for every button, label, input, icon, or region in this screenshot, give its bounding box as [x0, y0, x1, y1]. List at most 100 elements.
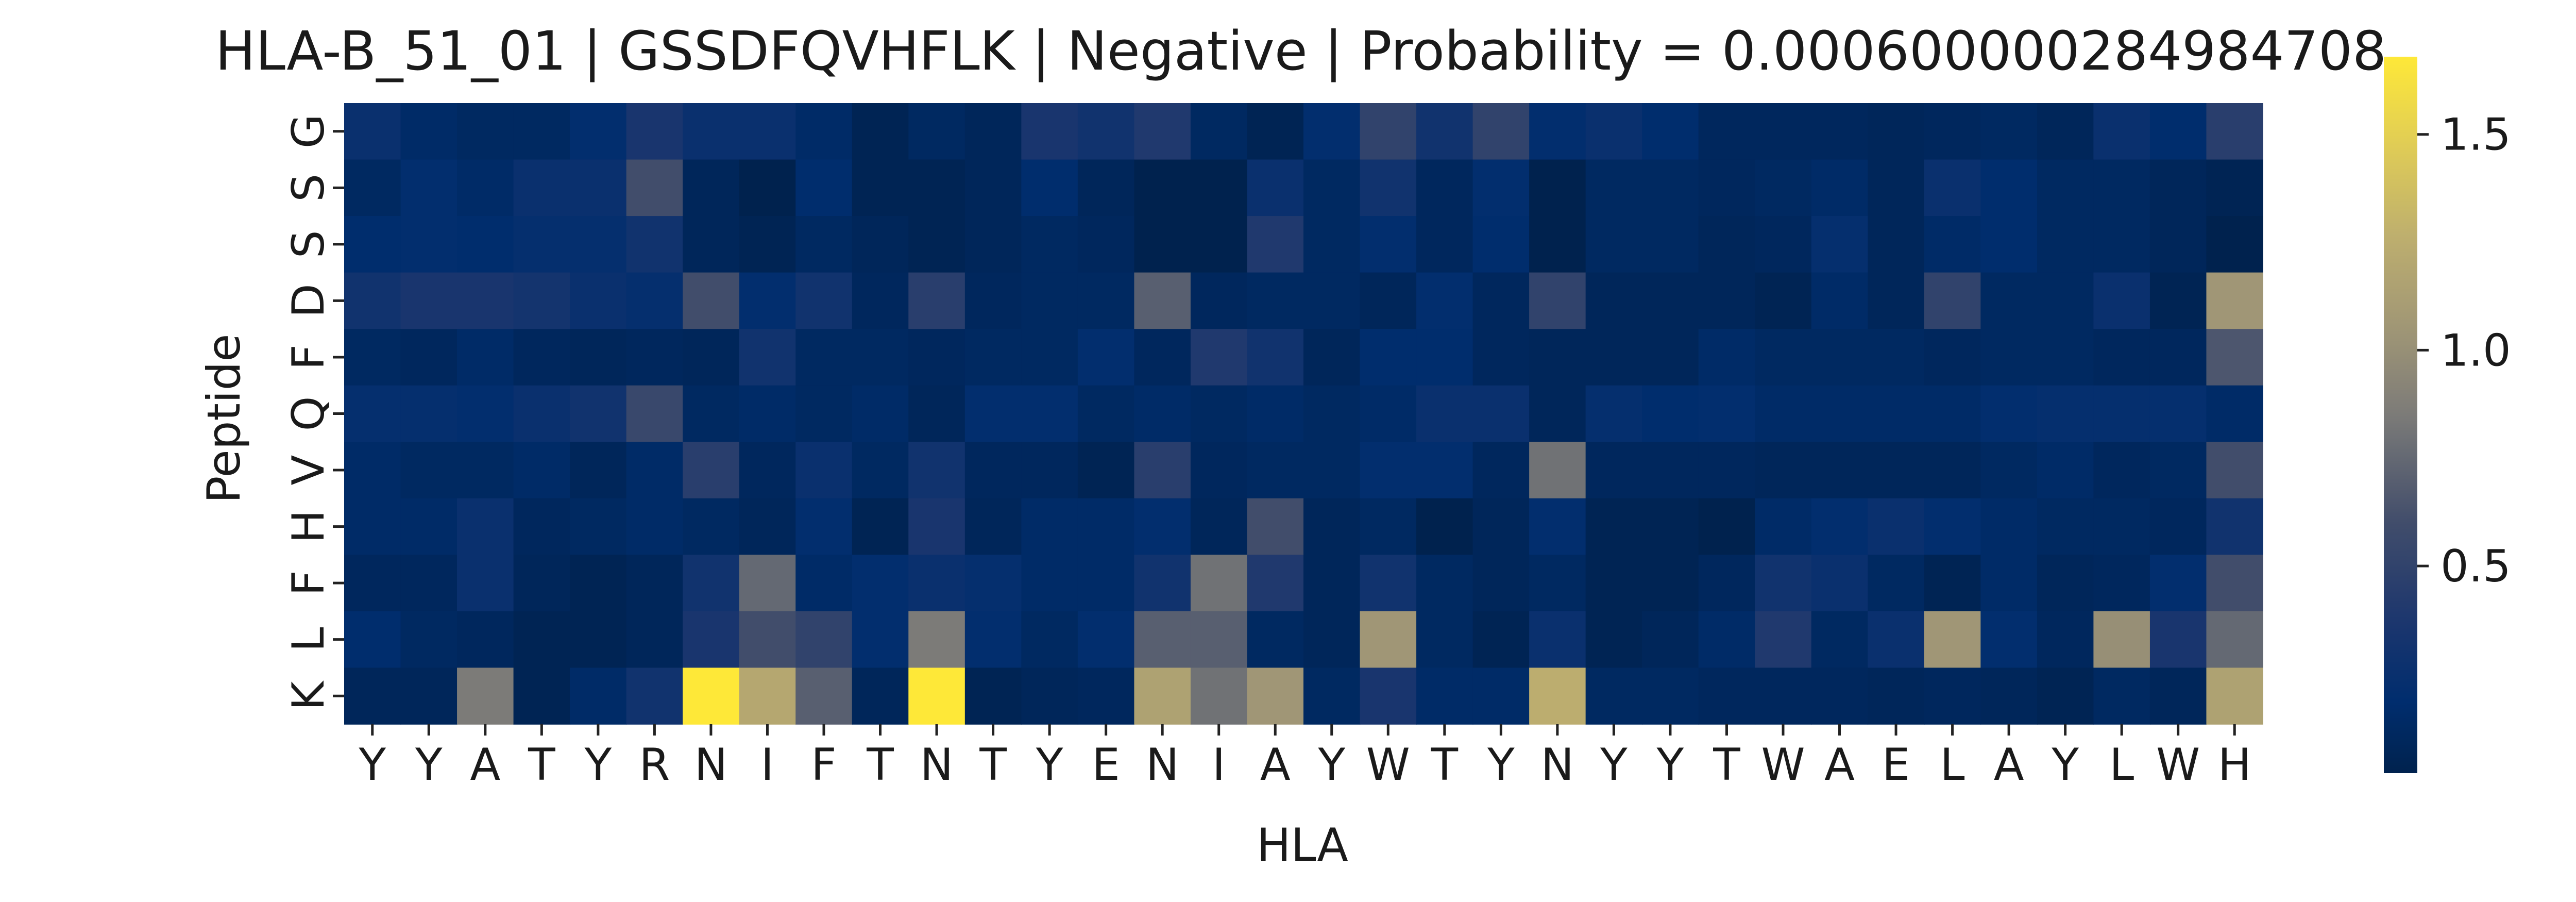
heatmap-cell [908, 611, 965, 669]
heatmap-cell [908, 555, 965, 612]
x-tick-label: I [1212, 739, 1225, 791]
heatmap-cell [2037, 555, 2094, 612]
heatmap-cell [1642, 329, 1699, 386]
heatmap-cell [739, 159, 796, 216]
heatmap-cell [1077, 329, 1135, 386]
heatmap-cell [1303, 159, 1361, 216]
heatmap-cell [2093, 103, 2150, 160]
heatmap-cell [1190, 498, 1248, 556]
heatmap-cell [795, 272, 853, 329]
heatmap-cell [1190, 159, 1248, 216]
heatmap-cell [795, 103, 853, 160]
heatmap-cell [570, 611, 627, 669]
heatmap-cell [513, 329, 570, 386]
heatmap-cell [964, 329, 1022, 386]
heatmap-cell [2206, 329, 2263, 386]
heatmap-cell [457, 329, 514, 386]
heatmap-cell [1021, 442, 1078, 499]
heatmap-cell [2149, 216, 2207, 273]
heatmap-cell [570, 498, 627, 556]
heatmap-cell [964, 385, 1022, 443]
heatmap-cell [457, 498, 514, 556]
heatmap-cell [1585, 555, 1642, 612]
heatmap-cell [457, 667, 514, 725]
heatmap-cell [1924, 555, 1981, 612]
heatmap-cell [344, 103, 401, 160]
x-tick-label: Y [584, 739, 612, 791]
heatmap-cell [1190, 611, 1248, 669]
y-tick-label: F [283, 344, 334, 370]
x-tick-label: W [2156, 739, 2200, 791]
heatmap-cell [1585, 272, 1642, 329]
x-tick-label: Y [1036, 739, 1063, 791]
heatmap-cell [1980, 442, 2038, 499]
heatmap-cell [795, 611, 853, 669]
heatmap-cell [570, 667, 627, 725]
heatmap-cell [1642, 272, 1699, 329]
heatmap-cell [1134, 272, 1191, 329]
heatmap-cell [1980, 272, 2038, 329]
heatmap-cell [2093, 442, 2150, 499]
x-tick-label: Y [1317, 739, 1345, 791]
heatmap-cell [2149, 103, 2207, 160]
y-tick-label: H [283, 510, 334, 543]
heatmap-cell [1642, 667, 1699, 725]
chart-title: HLA-B_51_01 | GSSDFQVHFLK | Negative | P… [215, 20, 2386, 82]
heatmap-cell [1416, 555, 1473, 612]
heatmap-cell [1247, 611, 1304, 669]
x-tick-label: T [1713, 739, 1740, 791]
heatmap-cell [1811, 385, 1869, 443]
heatmap-cell [795, 329, 853, 386]
heatmap-cell [1585, 385, 1642, 443]
x-tick-label: T [866, 739, 894, 791]
heatmap-cell [1755, 611, 1812, 669]
heatmap-cell [1190, 329, 1248, 386]
heatmap-cell [964, 159, 1022, 216]
heatmap-cell [1642, 442, 1699, 499]
heatmap-cell [1811, 555, 1869, 612]
heatmap-cell [1303, 329, 1361, 386]
heatmap-cell [1077, 442, 1135, 499]
x-tick-label: T [979, 739, 1007, 791]
heatmap-cell [1529, 667, 1586, 725]
heatmap-cell [2206, 611, 2263, 669]
heatmap-cell [1642, 385, 1699, 443]
heatmap-cell [570, 272, 627, 329]
colorbar-ticks: 0.5 1.0 1.5 [2417, 109, 2511, 592]
heatmap-cell [626, 385, 683, 443]
heatmap-cell [344, 216, 401, 273]
heatmap-cell [1134, 216, 1191, 273]
heatmap-cell [683, 611, 740, 669]
heatmap-cell [1755, 442, 1812, 499]
x-tick-label: E [1882, 739, 1910, 791]
heatmap-cell [1811, 498, 1869, 556]
y-tick-label: V [283, 455, 334, 485]
heatmap-cell [852, 555, 909, 612]
heatmap-cell [1303, 667, 1361, 725]
heatmap-cell [1868, 611, 1925, 669]
heatmap-cell [1472, 159, 1530, 216]
y-tick-label: D [283, 283, 334, 318]
y-axis-ticks: GSSDFQVHFLK [283, 114, 344, 710]
heatmap-cell [1134, 442, 1191, 499]
heatmap-cell [1924, 667, 1981, 725]
heatmap-cell [1529, 442, 1586, 499]
heatmap-cell [1077, 611, 1135, 669]
heatmap-cell [1360, 611, 1417, 669]
heatmap-cell [1755, 555, 1812, 612]
heatmap-cell [1077, 159, 1135, 216]
heatmap-cell [344, 385, 401, 443]
heatmap-cell [1529, 216, 1586, 273]
heatmap-cell [739, 385, 796, 443]
heatmap-cell [400, 442, 457, 499]
heatmap-cell [2093, 611, 2150, 669]
heatmap-cell [1585, 329, 1642, 386]
colorbar: 0.5 1.0 1.5 [2384, 57, 2511, 773]
heatmap-cell [1134, 385, 1191, 443]
heatmap-cell [908, 103, 965, 160]
heatmap-cell [2093, 272, 2150, 329]
heatmap-cell [1190, 216, 1248, 273]
x-tick-label: R [639, 739, 670, 791]
heatmap-cell [852, 498, 909, 556]
x-tick-label: Y [1487, 739, 1515, 791]
